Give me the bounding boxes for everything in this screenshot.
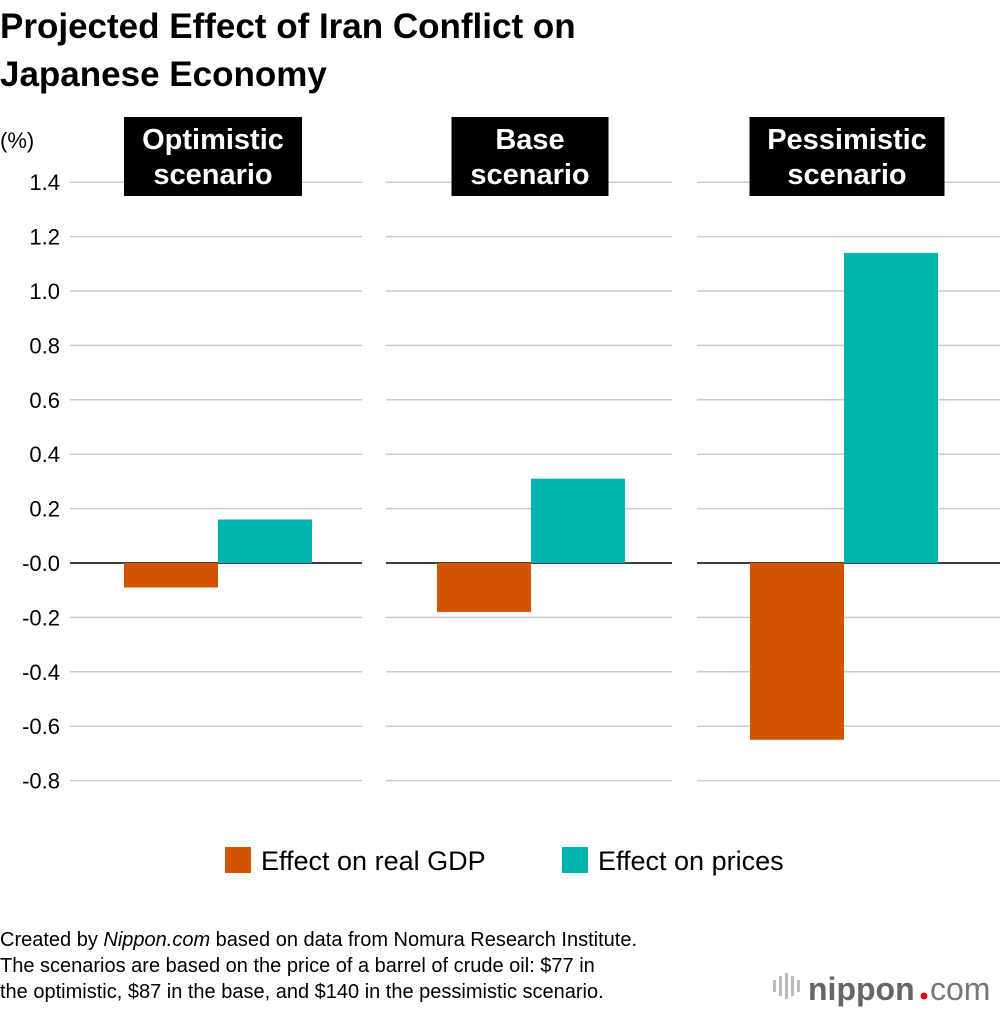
bar-prices-pessimistic xyxy=(844,252,938,564)
y-tick-label: 0.8 xyxy=(29,333,60,358)
y-axis-label: (%) xyxy=(0,128,34,153)
scenario-header-label: Optimistic xyxy=(142,124,284,156)
legend-label: Effect on prices xyxy=(598,846,784,876)
legend-swatch xyxy=(225,847,251,873)
bar-prices-optimistic xyxy=(218,519,312,563)
bar-gdp-optimistic xyxy=(124,563,218,588)
footer-line1: Created by Nippon.com based on data from… xyxy=(0,929,637,951)
scenario-header-label: scenario xyxy=(153,159,272,191)
nippon-logo: nippon com xyxy=(773,971,990,1007)
legend-label: Effect on real GDP xyxy=(261,846,486,876)
scenario-header-box xyxy=(451,117,609,196)
scenario-header-label: scenario xyxy=(470,159,589,191)
y-tick-label: 0.2 xyxy=(29,497,60,522)
bar-gdp-pessimistic xyxy=(750,563,844,740)
y-tick-label: -0.2 xyxy=(22,605,60,630)
footer-line2: The scenarios are based on the price of … xyxy=(0,955,595,977)
chart-title-line2: Japanese Economy xyxy=(0,55,327,94)
y-tick-label: -0.8 xyxy=(22,769,60,794)
y-tick-label: 1.4 xyxy=(29,170,60,195)
scenario-header-box xyxy=(749,117,945,196)
y-tick-label: 0.6 xyxy=(29,388,60,413)
y-tick-label: -0.0 xyxy=(22,551,60,576)
svg-text:nippon: nippon xyxy=(808,971,915,1007)
scenario-header-box xyxy=(124,117,302,196)
svg-text:com: com xyxy=(930,971,990,1007)
scenario-header-label: scenario xyxy=(787,159,906,191)
y-tick-label: 0.4 xyxy=(29,442,60,467)
footer-line3: the optimistic, $87 in the base, and $14… xyxy=(0,981,604,1003)
y-tick-label: -0.4 xyxy=(22,660,60,685)
bar-gdp-base xyxy=(437,563,531,612)
y-tick-label: -0.6 xyxy=(22,714,60,739)
y-tick-label: 1.2 xyxy=(29,225,60,250)
chart-title-line1: Projected Effect of Iran Conflict on xyxy=(0,7,576,46)
scenario-header-label: Pessimistic xyxy=(767,124,927,156)
bar-prices-base xyxy=(531,478,625,563)
scenario-header-label: Base xyxy=(495,124,564,156)
legend-swatch xyxy=(562,847,588,873)
y-tick-label: 1.0 xyxy=(29,279,60,304)
